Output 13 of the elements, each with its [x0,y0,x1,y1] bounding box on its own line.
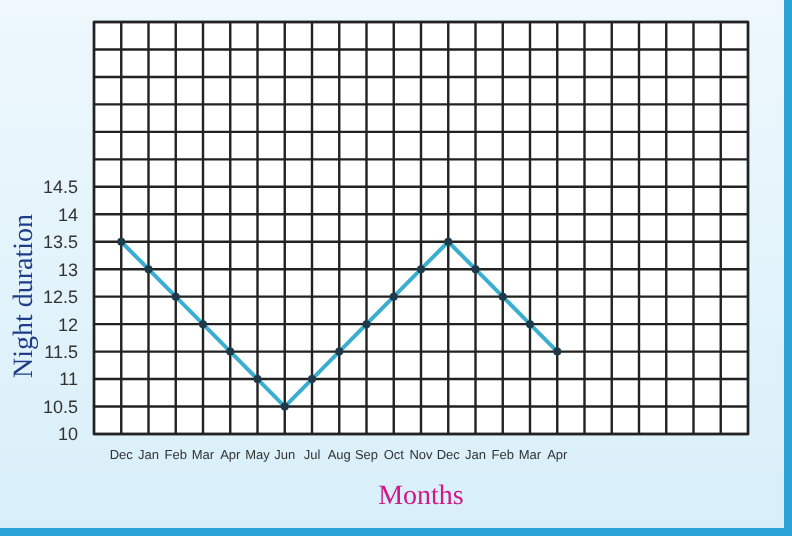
y-tick-label: 10 [57,424,78,445]
y-tick-label: 12.5 [42,287,78,308]
y-tick-label: 11.5 [44,341,78,362]
y-tick-label: 13.5 [42,232,78,253]
y-axis-title: Night duration [10,213,40,378]
x-axis-title: Months [378,482,464,512]
y-tick-label: 13 [57,259,78,280]
y-tick-label: 14.5 [42,177,78,198]
y-tick-label: 11 [59,369,78,390]
y-tick-label: 14 [57,204,78,225]
y-tick-label: 10.5 [42,396,78,417]
line-series [117,237,562,411]
y-tick-label: 12 [57,314,78,335]
